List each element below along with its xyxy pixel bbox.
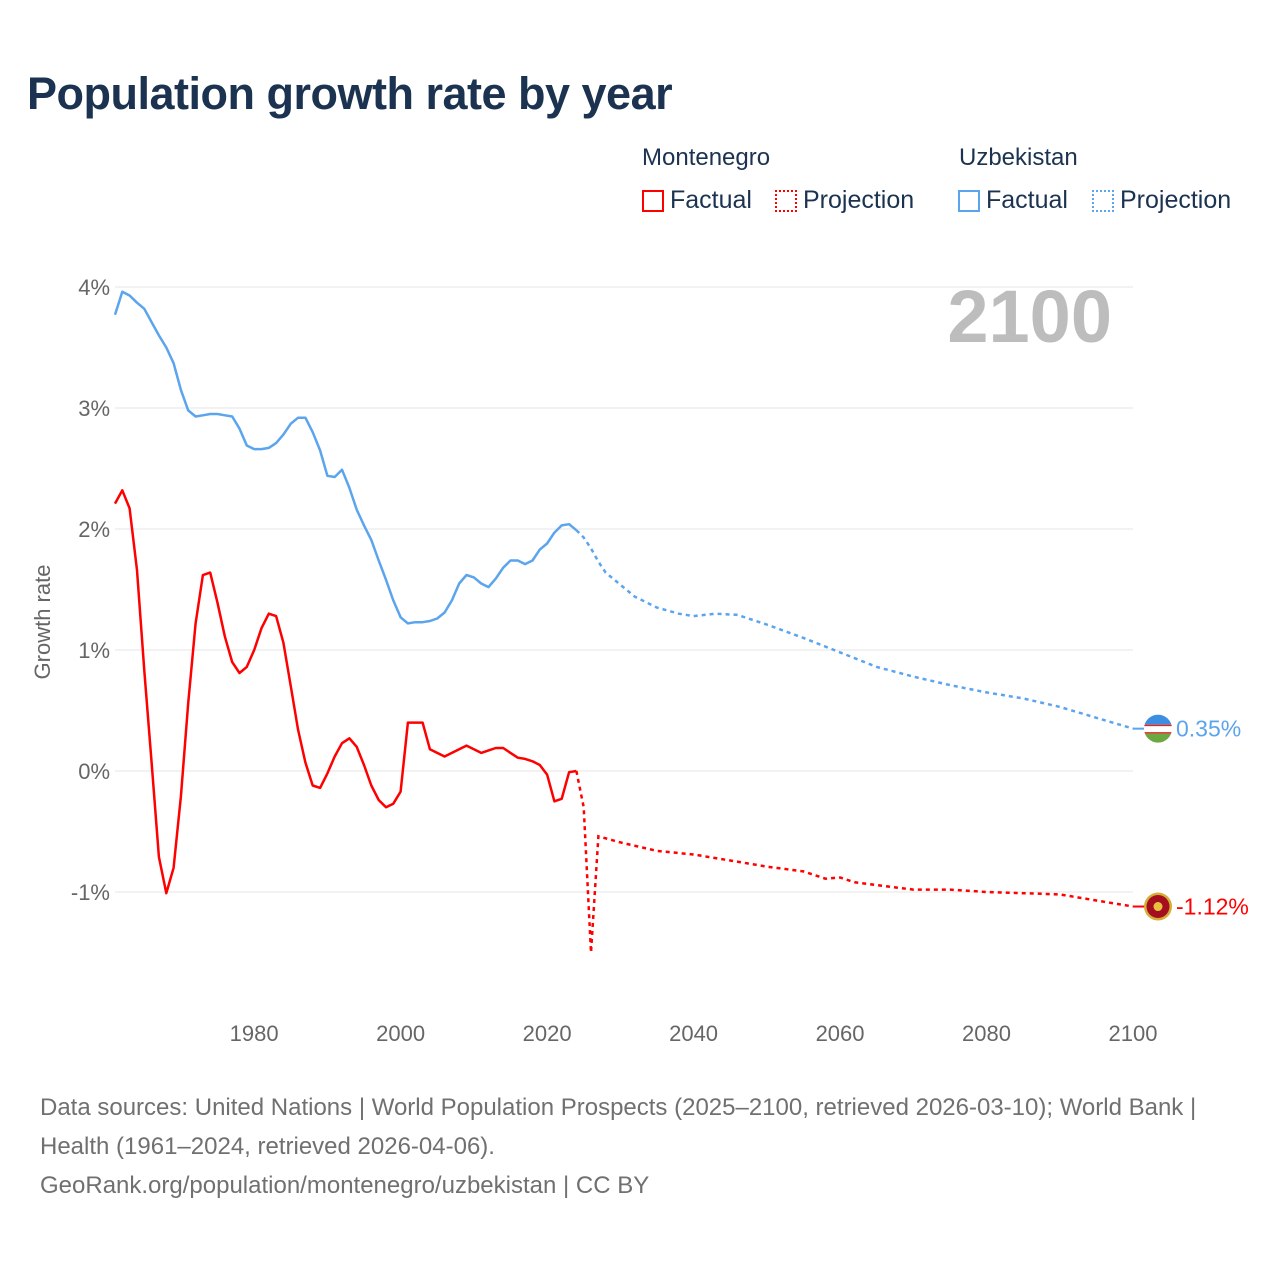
legend-label: Projection <box>803 186 915 214</box>
legend-label: Projection <box>1120 186 1232 214</box>
y-tick-label: -1% <box>71 880 110 905</box>
y-tick-label: 0% <box>78 759 110 784</box>
data-sources: Data sources: United Nations | World Pop… <box>40 1094 1197 1160</box>
legend-swatch-dotted <box>1092 189 1114 212</box>
flag-fimbriation <box>1144 724 1172 727</box>
x-tick-label: 2000 <box>376 1021 425 1046</box>
flag-fimbriation <box>1144 732 1172 734</box>
x-tick-label: 2040 <box>669 1021 718 1046</box>
x-tick-label: 2060 <box>816 1021 865 1046</box>
y-tick-label: 1% <box>78 638 110 663</box>
legend-montenegro-projection[interactable]: Projection <box>775 186 914 215</box>
montenegro-projection-line <box>575 770 1134 953</box>
montenegro-flag-icon <box>1144 892 1172 921</box>
y-tick-label: 3% <box>78 396 110 421</box>
legend-montenegro-factual[interactable]: Factual <box>642 186 752 215</box>
x-tick-label: 2100 <box>1109 1021 1158 1046</box>
flag-stripe-white <box>1144 724 1172 734</box>
current-year-label: 2100 <box>947 275 1112 358</box>
uzbekistan-end-value-label: 0.35% <box>1176 716 1241 742</box>
chart-title: Population growth rate by year <box>27 68 673 119</box>
y-tick-label: 2% <box>78 517 110 542</box>
montenegro-end-value-label: -1.12% <box>1176 894 1249 920</box>
uzbekistan-flag-icon <box>1144 714 1172 743</box>
legend-label: Factual <box>670 186 752 214</box>
legend-swatch-dotted <box>775 189 797 212</box>
legend-uzbekistan-title: Uzbekistan <box>959 144 1078 171</box>
flag-stripe-blue <box>1144 714 1172 725</box>
legend-uzbekistan-projection[interactable]: Projection <box>1092 186 1231 215</box>
source-link[interactable]: GeoRank.org/population/montenegro/uzbeki… <box>40 1172 650 1199</box>
flag-body <box>1144 714 1172 743</box>
montenegro-factual-line <box>113 489 577 895</box>
legend-uzbekistan-factual[interactable]: Factual <box>958 186 1068 215</box>
flag-emblem <box>1153 902 1163 912</box>
flag-stripe-green <box>1144 733 1172 743</box>
y-tick-label: 4% <box>78 275 110 300</box>
legend-label: Factual <box>986 186 1068 214</box>
y-axis-label: Growth rate <box>30 565 55 680</box>
x-tick-label: 2080 <box>962 1021 1011 1046</box>
legend-montenegro-title: Montenegro <box>642 144 771 171</box>
uzbekistan-factual-line <box>113 290 578 625</box>
x-tick-label: 2020 <box>523 1021 572 1046</box>
x-tick-label: 1980 <box>230 1021 279 1046</box>
legend-swatch-solid <box>958 189 980 212</box>
legend-swatch-solid <box>642 189 664 212</box>
footer: Data sources: United Nations | World Pop… <box>40 1088 1240 1205</box>
uzbekistan-projection-line <box>575 529 1134 730</box>
